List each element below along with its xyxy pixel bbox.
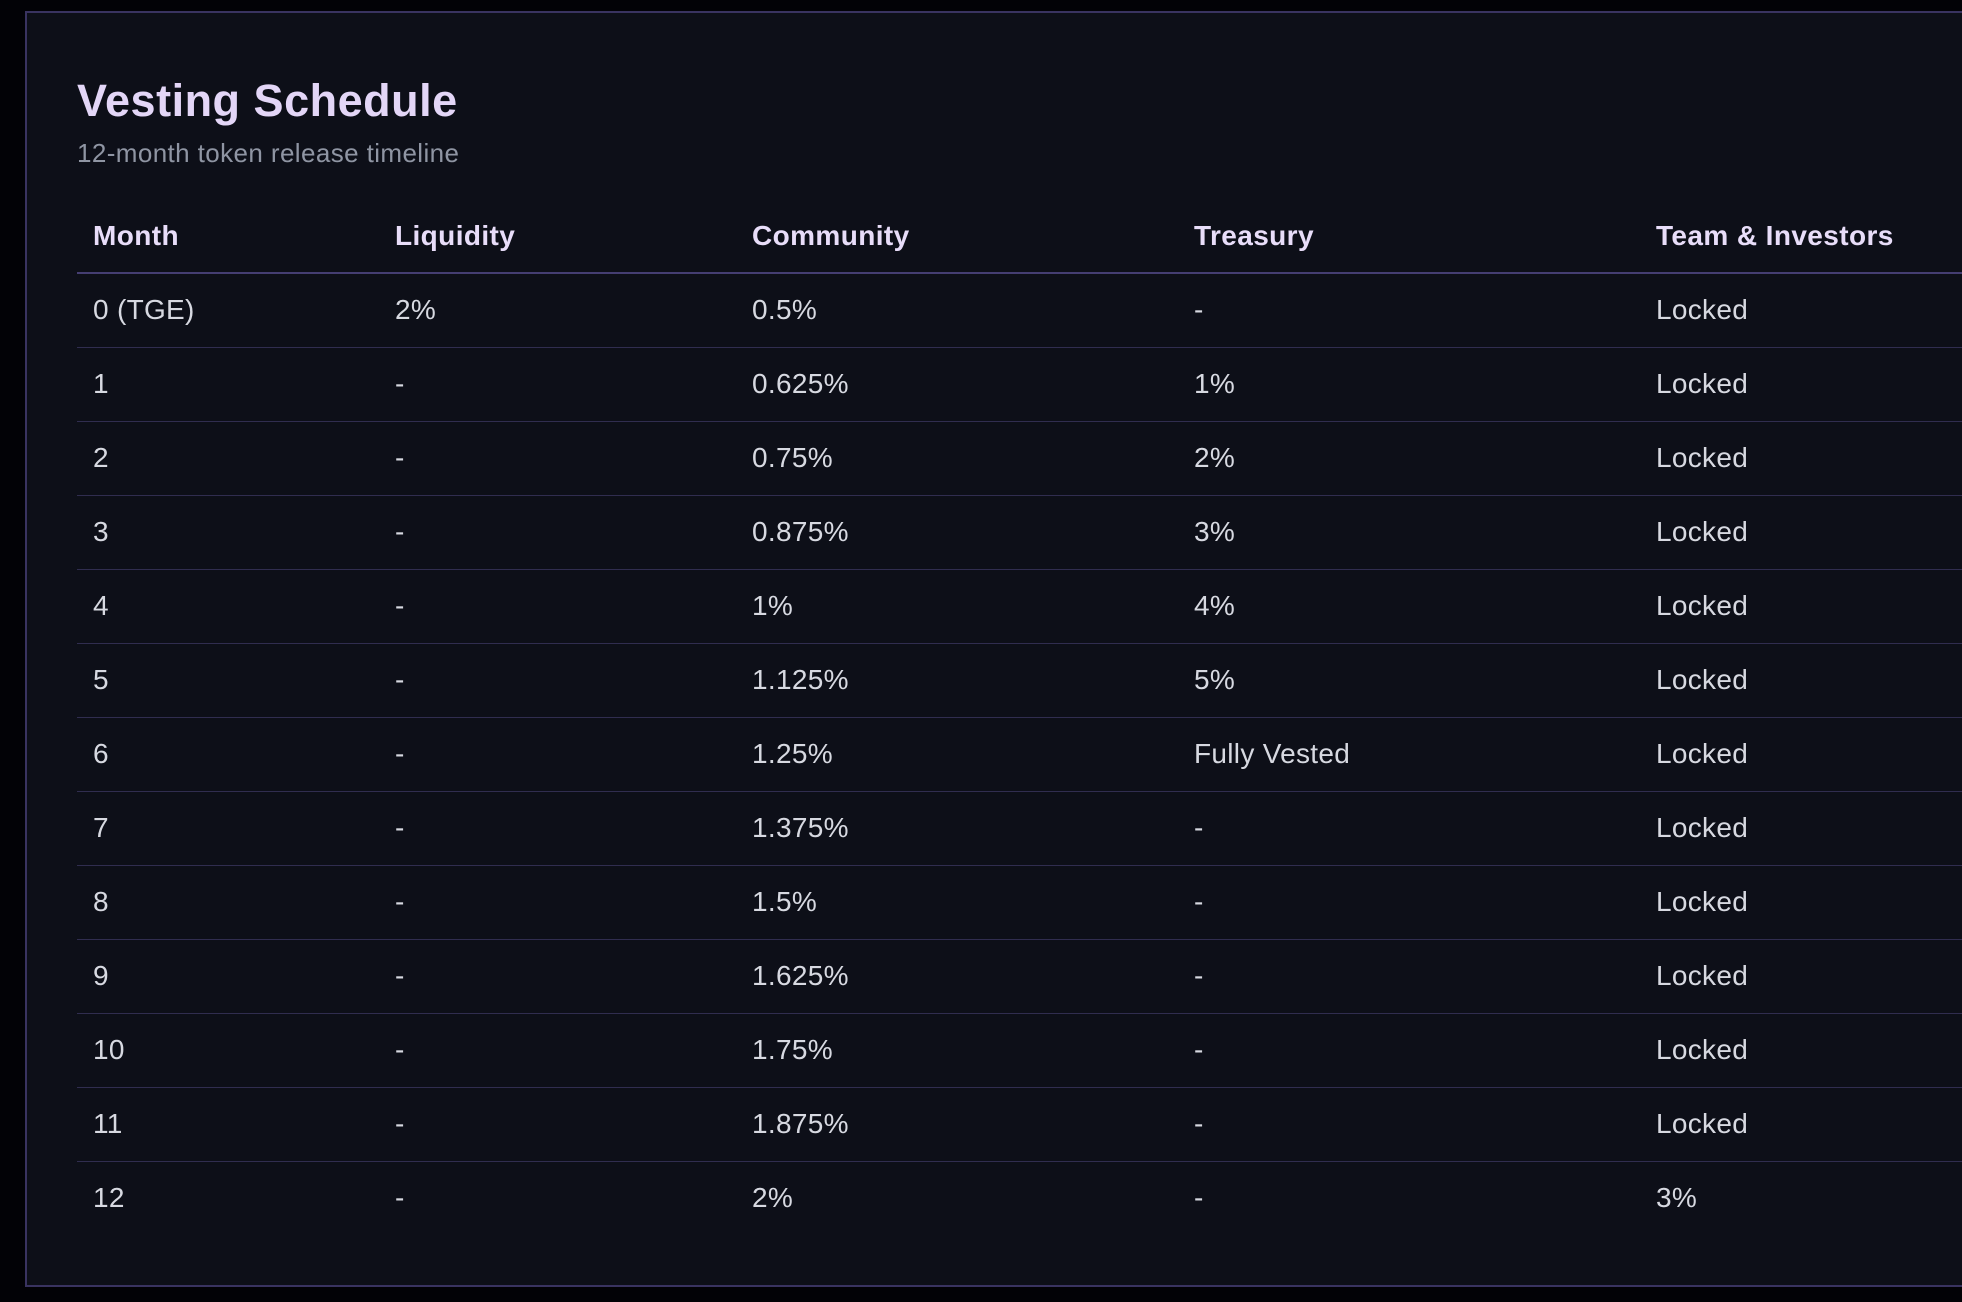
- cell-community: 1.25%: [736, 717, 1178, 792]
- cell-community: 1.125%: [736, 643, 1178, 718]
- cell-team-investors: Locked: [1640, 939, 1962, 1014]
- cell-community: 1.625%: [736, 939, 1178, 1014]
- table-row-month-10: 10-1.75% - Locked: [77, 1013, 1962, 1088]
- cell-month: 6: [77, 717, 379, 792]
- cell-treasury: -: [1194, 1182, 1204, 1214]
- cell-team-investors: Locked: [1640, 1013, 1962, 1088]
- table-row-month-8: 8-1.5% - Locked: [77, 865, 1962, 940]
- table-row-month-3: 3-0.875% 3% Locked: [77, 495, 1962, 570]
- column-header-treasury: Treasury: [1178, 199, 1640, 274]
- cell-team-investors: Locked: [1640, 865, 1962, 940]
- cell-treasury: 5%: [1178, 643, 1640, 718]
- cell-treasury: -: [1178, 791, 1640, 866]
- cell-liquidity: -: [379, 1013, 736, 1088]
- cell-month: 3: [77, 495, 379, 570]
- cell-community: 1.5%: [736, 865, 1178, 940]
- cell-liquidity: -: [379, 643, 736, 718]
- cell-treasury: 2%: [1178, 421, 1640, 496]
- cell-liquidity: -: [379, 421, 736, 496]
- cell-team-investors: Locked: [1640, 569, 1962, 644]
- cell-treasury: -: [1178, 1087, 1640, 1162]
- table-row-month-0-tge: 0 (TGE) 2% 0.5% - Locked: [77, 273, 1962, 348]
- cell-month: 5: [77, 643, 379, 718]
- table-row-month-11: 11-1.875% - Locked: [77, 1087, 1962, 1162]
- cell-month: 0 (TGE): [77, 273, 379, 348]
- cell-liquidity: -: [379, 347, 736, 422]
- cell-treasury: 3%: [1178, 495, 1640, 570]
- cell-community: 0.625%: [736, 347, 1178, 422]
- cell-month: 1: [77, 347, 379, 422]
- column-header-month: Month: [77, 199, 379, 274]
- cell-team-investors: Locked: [1640, 273, 1962, 348]
- cell-liquidity: -: [395, 1182, 405, 1214]
- cell-team-investors: Locked: [1640, 791, 1962, 866]
- cell-treasury: -: [1178, 939, 1640, 1014]
- cell-month: 12: [93, 1182, 125, 1214]
- vesting-table: Month Liquidity Community Treasury Team & In…: [77, 199, 1962, 1235]
- cell-team-investors: Locked: [1640, 347, 1962, 422]
- cell-treasury: -: [1178, 1013, 1640, 1088]
- cell-treasury: Fully Vested: [1178, 717, 1640, 792]
- cell-team-investors: Locked: [1640, 717, 1962, 792]
- table-row-month-5: 5-1.125% 5% Locked: [77, 643, 1962, 718]
- cell-team-investors: Locked: [1640, 643, 1962, 718]
- column-header-community: Community: [736, 199, 1178, 274]
- cell-month: 7: [77, 791, 379, 866]
- cell-community: 0.75%: [736, 421, 1178, 496]
- cell-liquidity: -: [379, 791, 736, 866]
- cell-month: 2: [77, 421, 379, 496]
- cell-month: 10: [77, 1013, 379, 1088]
- cell-team-investors: Locked: [1640, 1087, 1962, 1162]
- cell-month: 4: [77, 569, 379, 644]
- table-row-month-12: 12 - 2% - 3%: [77, 1161, 1962, 1235]
- cell-liquidity: -: [379, 569, 736, 644]
- cell-liquidity: -: [379, 495, 736, 570]
- cell-liquidity: -: [379, 717, 736, 792]
- cell-liquidity: -: [379, 1087, 736, 1162]
- table-row-month-1: 1-0.625% 1% Locked: [77, 347, 1962, 422]
- cell-treasury: -: [1178, 865, 1640, 940]
- cell-team-investors: Locked: [1640, 495, 1962, 570]
- table-body: 0 (TGE) 2% 0.5% - Locked 1-0.625% 1% Locked 2-0.…: [77, 273, 1962, 1235]
- table-row-month-4: 4-1% 4% Locked: [77, 569, 1962, 644]
- cell-liquidity: -: [379, 939, 736, 1014]
- cell-community: 0.5%: [736, 273, 1178, 348]
- cell-month: 8: [77, 865, 379, 940]
- cell-liquidity: 2%: [379, 273, 736, 348]
- cell-community: 2%: [752, 1182, 794, 1214]
- cell-month: 9: [77, 939, 379, 1014]
- table-row-month-9: 9-1.625% - Locked: [77, 939, 1962, 1014]
- cell-team-investors: Locked: [1640, 421, 1962, 496]
- cell-community: 1%: [736, 569, 1178, 644]
- column-header-liquidity: Liquidity: [379, 199, 736, 274]
- page-subtitle: 12-month token release timeline: [77, 138, 460, 168]
- cell-community: 1.875%: [736, 1087, 1178, 1162]
- table-row-month-7: 7-1.375% - Locked: [77, 791, 1962, 866]
- cell-community: 0.875%: [736, 495, 1178, 570]
- column-header-team-investors: Team & Investors: [1640, 199, 1962, 274]
- vesting-schedule-card: Vesting Schedule 12-month token release …: [25, 11, 1962, 1287]
- table-row-month-6: 6-1.25% Fully Vested Locked: [77, 717, 1962, 792]
- cell-month: 11: [77, 1087, 379, 1162]
- cell-community: 1.375%: [736, 791, 1178, 866]
- page-title: Vesting Schedule: [77, 75, 458, 126]
- table-row-month-2: 2-0.75% 2% Locked: [77, 421, 1962, 496]
- cell-community: 1.75%: [736, 1013, 1178, 1088]
- cell-treasury: -: [1178, 273, 1640, 348]
- cell-liquidity: -: [379, 865, 736, 940]
- cell-team-investors: 3%: [1656, 1182, 1698, 1214]
- cell-treasury: 4%: [1178, 569, 1640, 644]
- cell-treasury: 1%: [1178, 347, 1640, 422]
- table-header-row: Month Liquidity Community Treasury Team & In…: [77, 199, 1962, 274]
